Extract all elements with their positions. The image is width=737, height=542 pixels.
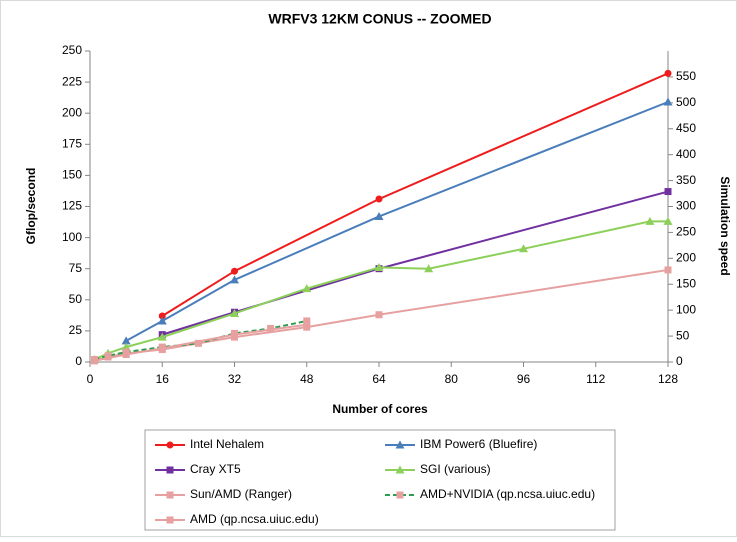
marker [645,216,655,225]
marker [663,97,673,106]
y2-tick-label: 0 [676,354,683,368]
y-tick-label: 250 [62,43,82,57]
y2-tick-label: 200 [676,251,696,265]
x-tick-label: 0 [87,372,94,386]
y2-tick-label: 100 [676,302,696,316]
marker [166,466,174,474]
marker [91,357,99,365]
marker [374,211,384,220]
marker [303,321,311,329]
y2-tick-label: 500 [676,95,696,109]
legend-label: Intel Nehalem [190,437,264,451]
marker [663,216,673,225]
marker [104,352,112,360]
legend-label: AMD (qp.ncsa.uiuc.edu) [190,512,319,526]
marker [121,336,131,345]
marker [375,195,383,203]
marker [122,351,130,359]
x-tick-label: 128 [658,372,678,386]
marker [158,312,166,320]
y2-tick-label: 400 [676,147,696,161]
marker [157,332,167,341]
series-line [161,72,669,317]
marker [267,324,275,332]
legend-label: SGI (various) [420,462,491,476]
x-tick-label: 16 [156,372,170,386]
marker [231,267,238,275]
marker [519,244,528,253]
marker [166,441,174,449]
y-tick-label: 50 [69,292,83,306]
y2-tick-label: 550 [676,69,696,83]
marker [375,311,383,319]
y2-tick-label: 50 [676,328,690,342]
y2-tick-label: 450 [676,121,696,135]
x-tick-label: 96 [517,372,531,386]
marker [194,339,202,347]
x-tick-label: 112 [586,372,605,386]
marker [231,331,238,339]
marker [374,262,384,271]
y-tick-label: 175 [62,136,82,150]
y-tick-label: 200 [62,105,82,119]
y2-tick-label: 150 [676,276,696,290]
marker [230,275,239,284]
x-axis-label: Number of cores [332,402,428,416]
y2-tick-label: 350 [676,173,696,187]
x-tick-label: 48 [300,372,314,386]
x-tick-label: 80 [445,372,459,386]
marker [395,440,405,449]
y-axis-label: Gflop/second [24,168,38,245]
chart-title: WRFV3 12KM CONUS -- ZOOMED [268,11,491,27]
marker [664,266,672,274]
legend-label: IBM Power6 (Bluefire) [420,437,537,451]
marker [664,188,672,196]
marker [303,317,311,325]
marker [424,264,434,273]
legend-label: AMD+NVIDIA (qp.ncsa.uiuc.edu) [420,487,595,501]
y-tick-label: 75 [69,261,83,275]
marker [230,308,239,317]
legend-box [144,429,616,531]
marker [166,516,174,524]
y2-tick-label: 300 [676,199,696,213]
legend-label: Cray XT5 [190,462,241,476]
y2-axis-label: Simulation speed [718,176,732,275]
marker [157,316,167,325]
marker [395,465,405,474]
x-tick-label: 64 [372,372,386,386]
y2-tick-label: 250 [676,225,696,239]
marker [166,491,174,499]
marker [664,69,672,77]
y-tick-label: 125 [62,199,82,213]
x-tick-label: 32 [228,372,242,386]
y-tick-label: 25 [69,323,83,337]
legend-label: Sun/AMD (Ranger) [190,487,292,501]
y-tick-label: 150 [62,168,82,182]
marker [158,344,166,352]
y-tick-label: 100 [62,230,82,244]
y-tick-label: 0 [75,354,82,368]
marker [302,284,312,293]
y-tick-label: 225 [62,74,82,88]
marker [396,491,404,499]
